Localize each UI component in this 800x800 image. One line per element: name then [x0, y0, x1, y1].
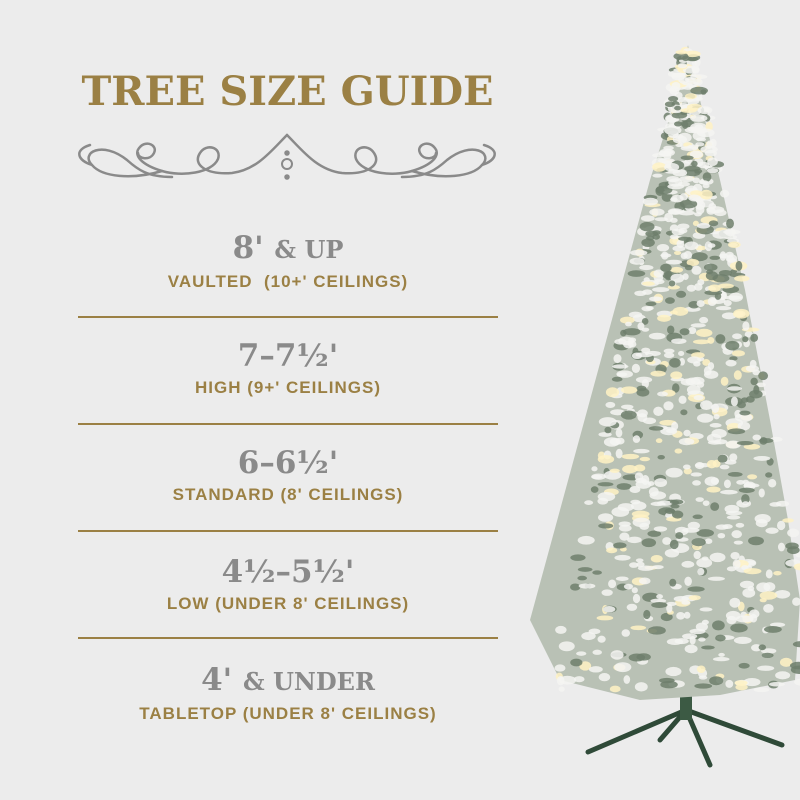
size-row-4-under: 4' & UNDER TABLETOP (UNDER 8' CEILINGS) — [78, 662, 498, 724]
size-row-4half-5half: 4½–5½' LOW (UNDER 8' CEILINGS) — [78, 554, 498, 614]
ceiling-label: HIGH (9+' CEILINGS) — [195, 378, 381, 397]
ceiling-label: STANDARD (8' CEILINGS) — [172, 485, 404, 504]
decorative-flourish-icon — [78, 133, 496, 180]
size-heading: 7–7½' — [237, 338, 339, 374]
size-heading: 6–6½' — [237, 445, 339, 481]
ceiling-label: LOW (UNDER 8' CEILINGS) — [166, 594, 410, 613]
page-title: TREE SIZE GUIDE — [81, 68, 494, 115]
divider — [78, 637, 498, 639]
size-row-8-up: 8' & UP VAULTED (10+' CEILINGS) — [78, 230, 498, 292]
size-row-7-7half: 7–7½' HIGH (9+' CEILINGS) — [78, 338, 498, 398]
ceiling-label: VAULTED (10+' CEILINGS) — [167, 272, 409, 291]
size-heading: 8' & UP — [232, 230, 344, 266]
size-row-6-6half: 6–6½' STANDARD (8' CEILINGS) — [78, 445, 498, 505]
christmas-tree-image — [530, 45, 800, 768]
ceiling-label: TABLETOP (UNDER 8' CEILINGS) — [139, 704, 437, 723]
divider — [78, 316, 498, 318]
divider — [78, 423, 498, 425]
size-heading: 4½–5½' — [221, 554, 355, 590]
divider — [78, 530, 498, 532]
size-heading: 4' & UNDER — [201, 662, 375, 698]
